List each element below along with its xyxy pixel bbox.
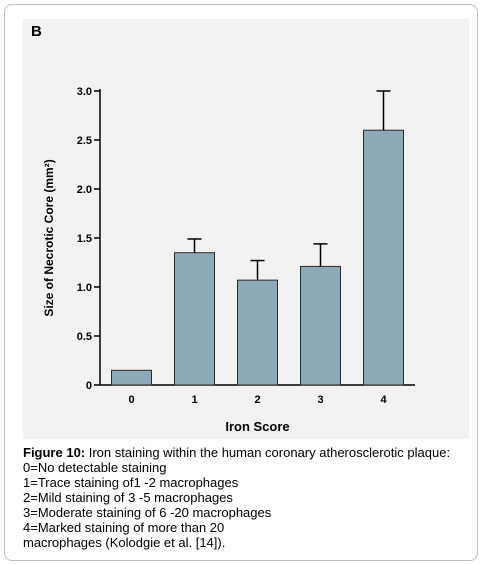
bar-4 (363, 129, 404, 386)
caption-line: 3=Moderate staining of 6 -20 macrophages (23, 505, 272, 520)
caption-line: 4=Marked staining of more than 20 (23, 520, 225, 535)
y-tick-label: 3.0 (77, 86, 92, 98)
chart-panel: B 0 0.5 1.0 1.5 2.0 2.5 3.0 0 1 2 3 4 Iron Score Size… (23, 19, 469, 439)
caption-figure-label: Figure 10: (23, 445, 86, 460)
caption-line: 0=No detectable staining (23, 460, 167, 475)
x-tick-label: 0 (128, 394, 134, 406)
x-tick-label: 2 (254, 394, 260, 406)
caption-line: 2=Mild staining of 3 -5 macrophages (23, 490, 233, 505)
y-tick-label: 1.0 (77, 282, 92, 294)
bar-0 (111, 369, 152, 386)
y-tick-label: 2.0 (77, 184, 92, 196)
bar-2 (237, 279, 278, 386)
figure-caption: Figure 10: Iron staining within the huma… (23, 445, 469, 550)
bar-chart: 0 0.5 1.0 1.5 2.0 2.5 3.0 0 1 2 3 4 Iron Score Size o… (42, 86, 415, 434)
caption-line: macrophages (Kolodgie et al. [14]). (23, 535, 226, 550)
y-axis-label: Size of Necrotic Core (mm²) (42, 159, 56, 316)
y-tick-label: 1.5 (77, 233, 92, 245)
x-tick-label: 1 (191, 394, 197, 406)
y-tick-label: 2.5 (77, 135, 92, 147)
figure-frame: B 0 0.5 1.0 1.5 2.0 2.5 3.0 0 1 2 3 4 Iron Score Size… (4, 4, 478, 561)
panel-label: B (31, 23, 42, 40)
x-tick-label: 4 (380, 394, 387, 406)
x-axis-label: Iron Score (225, 419, 289, 434)
y-tick-label: 0.5 (77, 331, 92, 343)
caption-line: 1=Trace staining of1 -2 macrophages (23, 475, 239, 490)
bar-1 (174, 252, 215, 386)
caption-title: Iron staining within the human coronary … (85, 445, 451, 460)
x-tick-label: 3 (317, 394, 323, 406)
y-tick-label: 0 (86, 380, 92, 392)
bar-3 (300, 265, 341, 386)
